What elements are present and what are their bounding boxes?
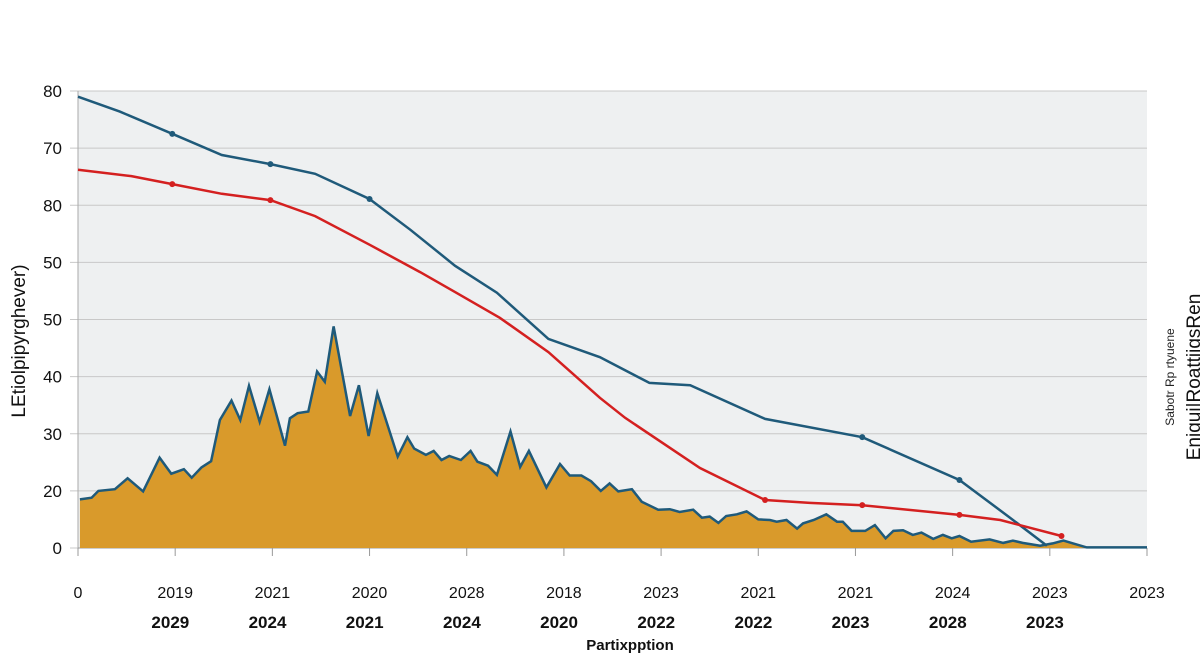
x-tick-label-secondary: 2029 <box>151 613 189 632</box>
data-point-marker <box>859 434 866 441</box>
right-axis-subtitle: Sabotr Rp rtyuene <box>1163 328 1177 426</box>
x-tick-label: 2024 <box>935 585 971 602</box>
x-tick-label-secondary: 2022 <box>734 613 772 632</box>
data-point-marker <box>267 161 274 168</box>
x-tick-label: 2023 <box>1129 585 1165 602</box>
data-point-marker <box>366 195 373 202</box>
data-point-marker <box>956 477 963 484</box>
area-series-fill <box>79 326 1147 548</box>
x-tick-label: 2021 <box>255 585 291 602</box>
data-point-marker <box>956 511 963 518</box>
area-series-outline <box>79 326 1147 549</box>
x-tick-label: 2019 <box>157 585 193 602</box>
y-tick-label: 70 <box>43 139 62 158</box>
x-tick-label: 2023 <box>643 585 679 602</box>
data-point-marker <box>169 130 176 137</box>
y-tick-label: 40 <box>43 368 62 387</box>
y-tick-label: 30 <box>43 425 62 444</box>
y-tick-label: 80 <box>43 82 62 101</box>
x-tick-label: 2018 <box>546 585 582 602</box>
data-point-marker <box>169 181 176 188</box>
y-tick-label: 80 <box>43 196 62 215</box>
x-tick-label-secondary: 2024 <box>249 613 287 632</box>
x-tick-label-secondary: 2023 <box>1026 613 1064 632</box>
x-tick-label: 2021 <box>838 585 874 602</box>
x-tick-label: 2023 <box>1032 585 1068 602</box>
y-tick-label: 50 <box>43 311 62 330</box>
y-tick-label: 0 <box>53 539 62 558</box>
data-point-marker <box>762 497 769 504</box>
x-tick-label: 2021 <box>740 585 776 602</box>
x-tick-label-secondary: 2021 <box>346 613 384 632</box>
x-tick-label-secondary: 2020 <box>540 613 578 632</box>
y-tick-label: 50 <box>43 253 62 272</box>
x-tick-label: 2020 <box>352 585 388 602</box>
data-point-marker <box>267 197 274 204</box>
y-tick-label: 20 <box>43 482 62 501</box>
data-point-marker <box>859 502 866 509</box>
x-tick-label-secondary: 2023 <box>832 613 870 632</box>
line-series-1 <box>77 168 1062 538</box>
x-tick-label: 2028 <box>449 585 485 602</box>
x-tick-label: 0 <box>74 585 83 602</box>
data-point-marker <box>1058 533 1065 540</box>
x-tick-label-secondary: 2024 <box>443 613 481 632</box>
y-axis-title: LEtiolpipyrghever) <box>9 264 30 418</box>
x-tick-label-secondary: 2022 <box>637 613 675 632</box>
right-axis-title: Enigui|RoattiigsRen <box>1184 293 1200 461</box>
x-axis-title: Partixpption <box>586 637 674 654</box>
x-tick-label-secondary: 2028 <box>929 613 967 632</box>
